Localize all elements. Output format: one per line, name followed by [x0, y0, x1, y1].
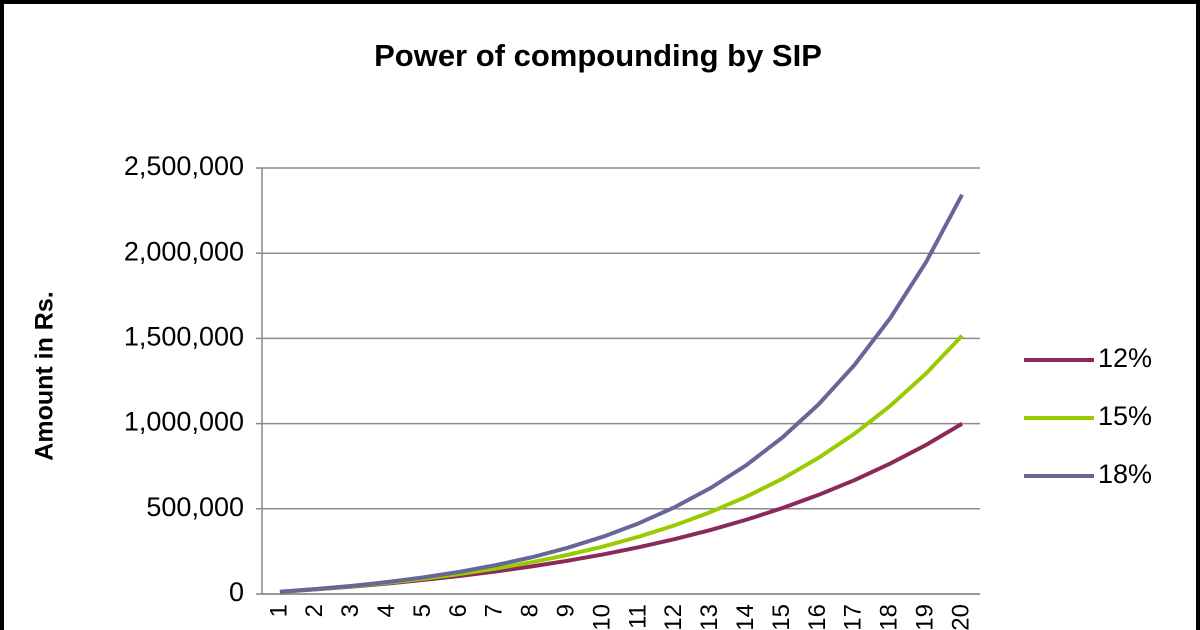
series-line	[279, 193, 964, 594]
x-tick-label: 2	[301, 604, 328, 617]
x-tick-label: 11	[624, 604, 651, 629]
y-tick-label: 500,000	[146, 492, 244, 522]
x-tick-label: 18	[876, 604, 903, 630]
x-tick-label: 1	[265, 604, 292, 617]
x-tick-label: 5	[409, 604, 436, 617]
x-tick-label: 16	[804, 604, 831, 630]
y-axis-title: Amount in Rs.	[31, 291, 59, 460]
x-tick-label: 10	[588, 604, 615, 630]
x-tick-label: 13	[696, 604, 723, 630]
x-tick-label: 12	[660, 604, 687, 630]
x-tick-label: 14	[732, 604, 759, 630]
x-tick-label: 9	[552, 604, 579, 617]
legend-label: 18%	[1098, 459, 1152, 489]
x-tick-label: 3	[337, 604, 364, 617]
legend-label: 15%	[1098, 401, 1152, 431]
x-tick-label: 6	[445, 604, 472, 617]
y-tick-label: 1,500,000	[124, 322, 244, 352]
legend-label: 12%	[1098, 343, 1152, 373]
y-tick-label: 0	[229, 577, 244, 607]
y-tick-label: 2,000,000	[124, 236, 244, 266]
x-tick-label: 7	[481, 604, 508, 617]
x-tick-label: 4	[373, 604, 400, 617]
chart-title: Power of compounding by SIP	[374, 38, 822, 73]
x-tick-label: 19	[911, 604, 938, 630]
y-tick-label: 2,500,000	[124, 151, 244, 181]
x-tick-label: 20	[947, 604, 974, 630]
x-tick-label: 17	[840, 604, 867, 630]
x-tick-label: 8	[517, 604, 544, 617]
y-tick-label: 1,000,000	[124, 407, 244, 437]
x-tick-label: 15	[768, 604, 795, 630]
